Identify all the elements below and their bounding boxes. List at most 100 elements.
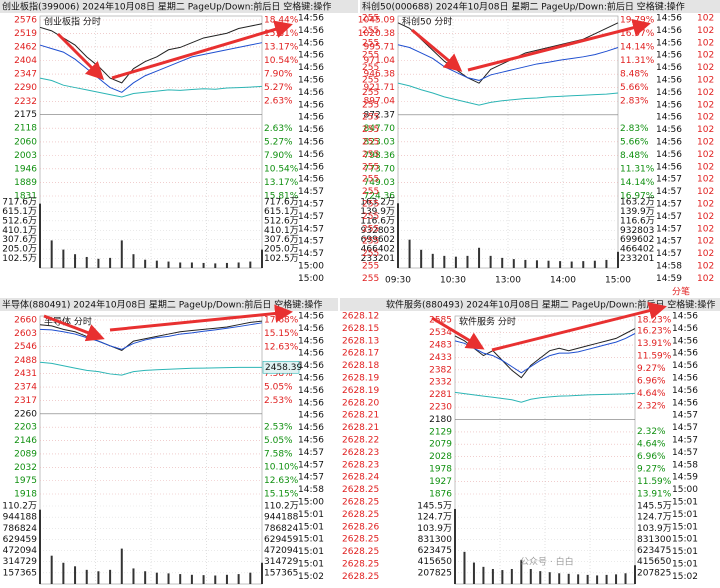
volume-bar xyxy=(454,256,457,268)
y-tick-label: 2281 xyxy=(429,390,452,400)
volume-bar xyxy=(214,263,217,268)
volume-tick-label: 786824 xyxy=(3,524,38,534)
side-time: 14:56 xyxy=(672,398,698,408)
y2-tick-label: 2.53% xyxy=(264,396,293,406)
price-line xyxy=(39,77,263,98)
y-tick-label: 2660 xyxy=(14,316,37,326)
y-tick-label: 2032 xyxy=(14,463,37,473)
side-price: 2628.25 xyxy=(342,547,379,557)
volume-tick-label: 307.6万 xyxy=(264,235,299,245)
side-left: 255 xyxy=(362,200,379,210)
side-time: 15:01 xyxy=(672,522,698,532)
side-time: 14:56 xyxy=(656,26,682,36)
y2-tick-label: 2.53% xyxy=(264,423,293,433)
side-time: 14:56 xyxy=(656,150,682,160)
volume-tick-label: 205.0万 xyxy=(2,245,37,255)
side-time: 14:56 xyxy=(672,374,698,384)
y-tick-label: 897.04 xyxy=(364,97,396,107)
y-tick-label: 1927 xyxy=(429,477,452,487)
y-tick-label: 823.03 xyxy=(364,137,396,147)
volume-bar xyxy=(85,569,88,584)
y2-tick-label: 18.23% xyxy=(637,316,672,326)
price-line xyxy=(454,328,636,379)
panel-header xyxy=(340,298,720,311)
footer-tab: 分笔 xyxy=(672,286,690,298)
price-line xyxy=(39,320,263,352)
y-tick-label: 1876 xyxy=(429,490,452,500)
side-price: 2628.25 xyxy=(342,510,379,520)
volume-tick-label: 124.7万 xyxy=(637,513,672,523)
side-time: 14:57 xyxy=(656,187,682,197)
side-time: 14:56 xyxy=(298,88,324,98)
side-time: 14:57 xyxy=(298,249,324,259)
y-tick-label: 2290 xyxy=(14,83,37,93)
side-right: 102 xyxy=(697,187,714,197)
y2-tick-label: 11.31% xyxy=(620,56,655,66)
volume-bar xyxy=(454,508,456,584)
y-tick-label: 2546 xyxy=(14,342,37,352)
volume-bar xyxy=(443,255,446,268)
volume-tick-label: 932803 xyxy=(620,226,654,236)
side-time: 14:56 xyxy=(656,162,682,172)
y2-tick-label: 5.05% xyxy=(264,382,293,392)
volume-bar xyxy=(431,253,434,268)
side-time: 14:57 xyxy=(656,212,682,222)
side-time: 14:56 xyxy=(298,76,324,86)
volume-bar xyxy=(510,568,513,584)
y-tick-label: 2317 xyxy=(14,396,37,406)
side-time: 14:56 xyxy=(298,125,324,135)
y-tick-label: 1978 xyxy=(429,464,452,474)
side-time: 14:56 xyxy=(298,100,324,110)
y-tick-label: 2585 xyxy=(429,316,452,326)
side-time: 14:56 xyxy=(298,63,324,73)
y-tick-label: 872.37 xyxy=(364,110,396,120)
side-price: 2628.19 xyxy=(342,386,379,396)
side-left: 255 xyxy=(362,162,379,172)
side-price: 2628.22 xyxy=(342,436,379,446)
panel-title: 创业板指(399006) 2024年10月08日 星期二 PageUp/Down… xyxy=(2,1,331,13)
side-time: 14:56 xyxy=(656,38,682,48)
side-time: 14:57 xyxy=(656,249,682,259)
side-time: 14:57 xyxy=(298,237,324,247)
side-right: 102 xyxy=(697,162,714,172)
side-time: 14:57 xyxy=(672,448,698,458)
volume-bar xyxy=(109,257,112,268)
volume-tick-label: 207825 xyxy=(637,568,671,578)
y2-tick-label: 5.27% xyxy=(264,83,293,93)
y2-tick-label: 2.83% xyxy=(620,97,649,107)
side-time: 14:56 xyxy=(656,76,682,86)
volume-bar xyxy=(50,240,53,268)
watermark: 公众号 · 白白 xyxy=(520,556,574,568)
y-tick-label: 2089 xyxy=(14,449,37,459)
y2-tick-label: 5.05% xyxy=(264,436,293,446)
volume-bar xyxy=(567,573,570,584)
y2-tick-label: 9.27% xyxy=(637,364,666,374)
volume-tick-label: 205.0万 xyxy=(264,245,299,255)
side-price: 2628.25 xyxy=(342,535,379,545)
y2-tick-label: 7.58% xyxy=(264,449,293,459)
side-time: 14:57 xyxy=(298,224,324,234)
x-tick-label: 09:30 xyxy=(385,276,411,286)
side-price: 2628.23 xyxy=(342,460,379,470)
volume-bar xyxy=(97,571,100,584)
y-tick-label: 2462 xyxy=(14,42,37,52)
side-time: 14:58 xyxy=(672,460,698,470)
y-tick-label: 2404 xyxy=(14,56,37,66)
side-left: 255 xyxy=(362,63,379,73)
volume-tick-label: 944188 xyxy=(3,513,38,523)
volume-bar xyxy=(74,254,77,268)
side-time: 14:56 xyxy=(672,361,698,371)
volume-bar xyxy=(155,572,158,584)
volume-bar xyxy=(605,259,608,268)
volume-bar xyxy=(237,574,240,584)
volume-bar xyxy=(466,255,469,268)
side-price: 2628.21 xyxy=(342,423,379,433)
y-tick-label: 2028 xyxy=(429,452,452,462)
side-time: 15:01 xyxy=(298,522,324,532)
side-left: 255 xyxy=(362,51,379,61)
panel-label: 半导体 分时 xyxy=(44,316,92,328)
volume-tick-label: 615.1万 xyxy=(2,207,37,217)
volume-tick-label: 472094 xyxy=(3,546,38,556)
side-time: 14:56 xyxy=(298,38,324,48)
volume-tick-label: 145.5万 xyxy=(417,502,452,512)
